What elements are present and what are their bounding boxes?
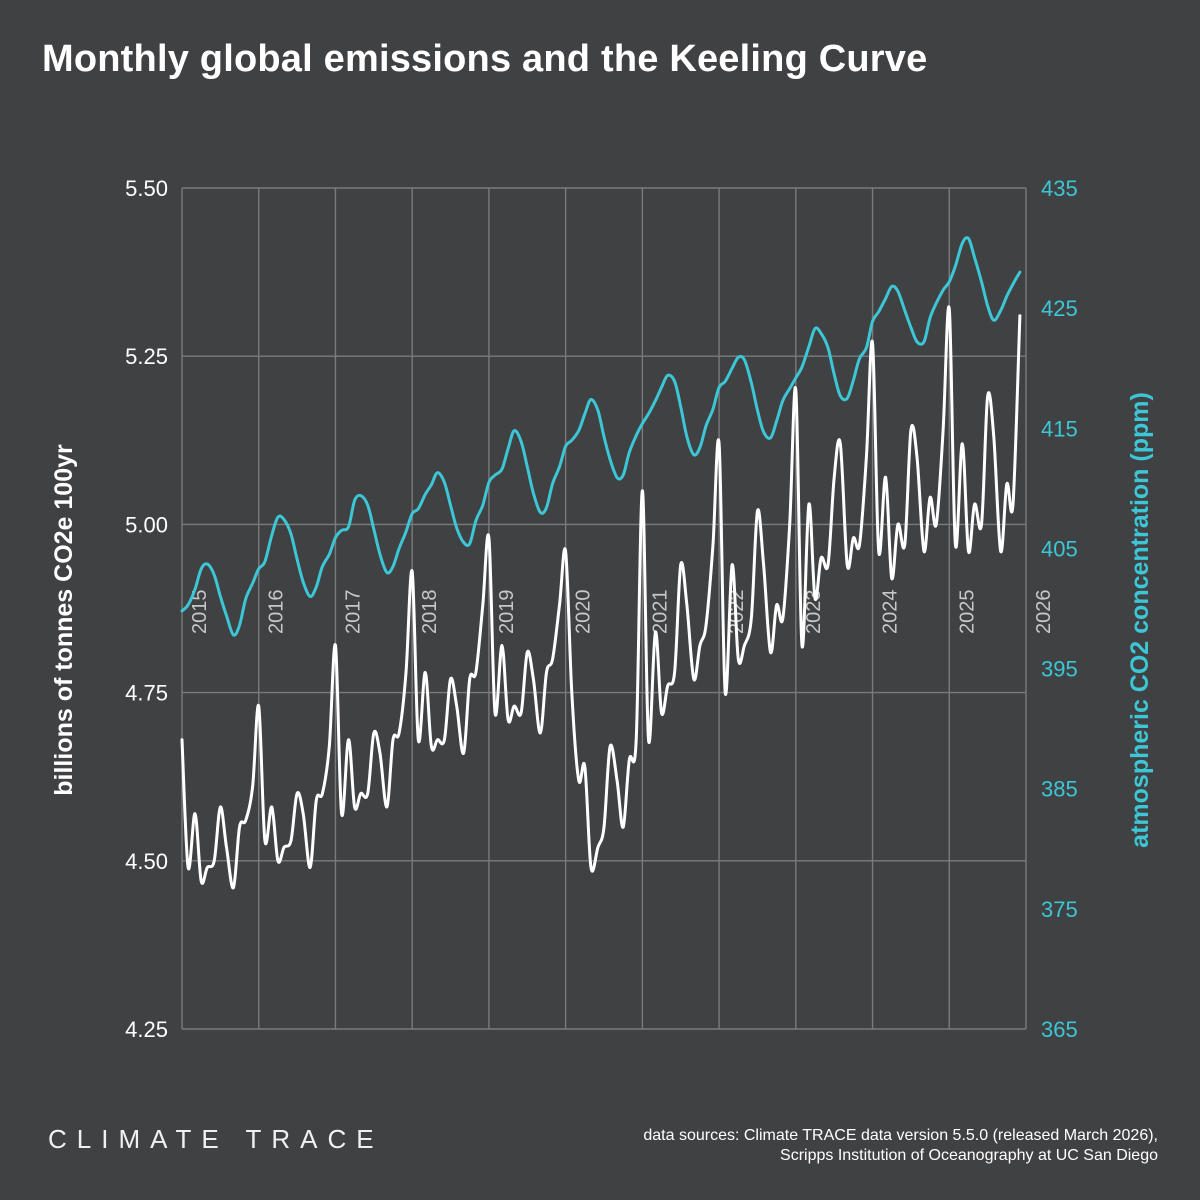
right-tick-label: 405 [1041, 536, 1078, 561]
left-axis-title: billions of tonnes CO2e 100yr [50, 444, 78, 796]
year-label: 2015 [189, 590, 211, 635]
year-label: 2018 [419, 590, 441, 635]
series-lines [180, 236, 1022, 890]
right-axis-ticks: 365 375 385 395 405 415 425 435 [1041, 176, 1078, 1042]
left-tick-label: 5.50 [125, 176, 168, 201]
right-tick-label: 435 [1041, 176, 1078, 201]
right-tick-label: 425 [1041, 296, 1078, 321]
chart-title: Monthly global emissions and the Keeling… [42, 38, 928, 80]
source-line-1: data sources: Climate TRACE data version… [643, 1127, 1158, 1144]
year-labels: 2015 2016 2017 2018 2019 2020 2021 2022 2023 2024… [189, 590, 1055, 635]
left-tick-label: 5.25 [125, 344, 168, 369]
left-axis-ticks: 4.25 4.50 4.75 5.00 5.25 5.50 [125, 176, 168, 1042]
year-label: 2026 [1033, 590, 1055, 635]
right-axis-title: atmospheric CO2 concentration (ppm) [1126, 392, 1154, 848]
year-label: 2022 [726, 590, 748, 635]
right-tick-label: 395 [1041, 657, 1078, 682]
emissions-line [180, 305, 1022, 890]
left-tick-label: 5.00 [125, 512, 168, 537]
co2-concentration-line [180, 236, 1022, 637]
left-tick-label: 4.50 [125, 849, 168, 874]
right-tick-label: 385 [1041, 777, 1078, 802]
year-label: 2024 [880, 590, 902, 635]
right-tick-label: 415 [1041, 416, 1078, 441]
left-tick-label: 4.25 [125, 1017, 168, 1042]
data-source-note: data sources: Climate TRACE data version… [643, 1126, 1158, 1166]
year-label: 2025 [956, 590, 978, 635]
year-label: 2017 [342, 590, 364, 635]
year-label: 2019 [496, 590, 518, 635]
year-label: 2023 [803, 590, 825, 635]
year-label: 2020 [573, 590, 595, 635]
source-line-2: Scripps Institution of Oceanography at U… [780, 1147, 1158, 1164]
right-tick-label: 375 [1041, 897, 1078, 922]
right-tick-label: 365 [1041, 1017, 1078, 1042]
left-tick-label: 4.75 [125, 681, 168, 706]
year-label: 2016 [266, 590, 288, 635]
grid-lines [181, 187, 1027, 1030]
year-label: 2021 [649, 590, 671, 635]
climate-trace-logo: CLIMATE TRACE [48, 1124, 384, 1154]
